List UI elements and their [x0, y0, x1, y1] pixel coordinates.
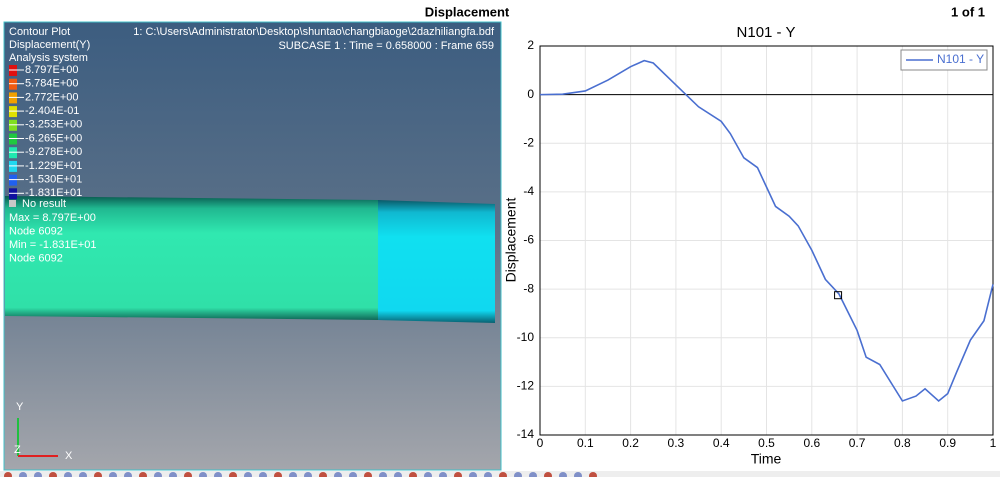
subcase-info: SUBCASE 1 : Time = 0.658000 : Frame 659 — [278, 40, 494, 52]
x-tick-label: 0.7 — [849, 436, 866, 450]
plot-frame — [539, 45, 994, 436]
no-result: No result — [22, 198, 66, 210]
y-tick-label: -12 — [517, 379, 535, 393]
cursor-marker — [834, 291, 843, 300]
no-result-swatch — [9, 200, 16, 207]
model-beam-end — [378, 200, 495, 323]
triad-label: Y — [16, 401, 24, 413]
legend-level: 5.784E+00 — [25, 78, 79, 90]
x-tick-label: 0.2 — [622, 436, 639, 450]
contour-stat: Max = 8.797E+00 — [9, 212, 96, 224]
contour-system: Analysis system — [9, 52, 88, 64]
contour-result: Displacement(Y) — [9, 39, 90, 51]
legend-level: 2.772E+00 — [25, 91, 79, 103]
model-beam — [5, 196, 378, 320]
x-axis-label: Time — [751, 451, 782, 467]
legend-level: -1.831E+01 — [25, 187, 82, 199]
chart-title: N101 - Y — [737, 24, 796, 41]
x-tick-label: 0.9 — [939, 436, 956, 450]
legend-level: -6.265E+00 — [25, 132, 82, 144]
series-line — [539, 59, 994, 403]
legend-label: N101 - Y — [937, 52, 984, 66]
window-title: Displacement — [425, 4, 510, 19]
legend-level: -1.530E+01 — [25, 174, 82, 186]
contour-stat: Node 6092 — [9, 252, 63, 264]
legend-level: 8.797E+00 — [25, 64, 79, 76]
legend-level: -2.404E-01 — [25, 105, 79, 117]
triad-label: X — [65, 450, 73, 462]
x-tick-label: 0.4 — [713, 436, 730, 450]
x-tick-label: 0.3 — [668, 436, 685, 450]
x-tick-label: 1 — [990, 436, 997, 450]
x-tick-label: 0 — [537, 436, 544, 450]
file-path: 1: C:\Users\Administrator\Desktop\shunta… — [133, 26, 495, 38]
y-tick-label: 2 — [527, 38, 534, 52]
page-indicator: 1 of 1 — [951, 4, 985, 19]
y-axis-label: Displacement — [503, 197, 519, 282]
legend-box — [900, 49, 988, 71]
y-tick-label: -2 — [523, 135, 534, 149]
contour-stat: Min = -1.831E+01 — [9, 239, 96, 251]
y-tick-label: -6 — [523, 233, 534, 247]
x-tick-label: 0.5 — [758, 436, 775, 450]
legend-level: -9.278E+00 — [25, 146, 82, 158]
triad-label: Z — [14, 444, 21, 456]
contour-stat: Node 6092 — [9, 225, 63, 237]
x-tick-label: 0.8 — [894, 436, 911, 450]
y-tick-label: 0 — [527, 87, 534, 101]
x-tick-label: 0.6 — [803, 436, 820, 450]
contour-title: Contour Plot — [9, 26, 70, 38]
legend-level: -1.229E+01 — [25, 160, 82, 172]
legend-level: -3.253E+00 — [25, 119, 82, 131]
y-tick-label: -14 — [517, 427, 535, 441]
y-tick-label: -4 — [523, 184, 534, 198]
y-tick-label: -8 — [523, 281, 534, 295]
y-tick-label: -10 — [517, 330, 535, 344]
x-tick-label: 0.1 — [577, 436, 594, 450]
contour-labels: Contour Plot Displacement(Y) Analysis sy… — [9, 26, 495, 210]
